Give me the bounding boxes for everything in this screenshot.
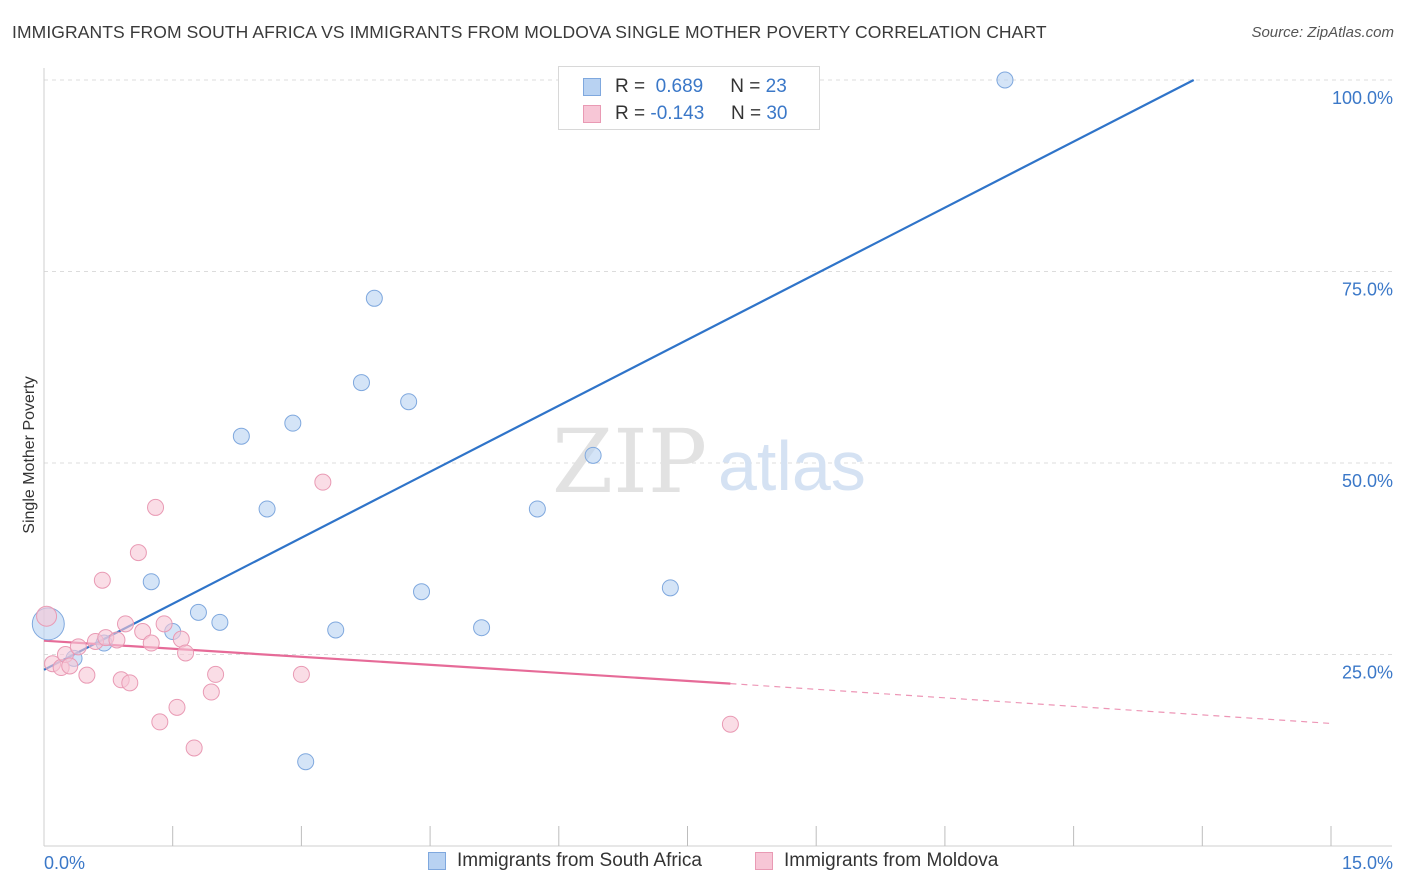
point-moldova: [147, 498, 165, 516]
point-moldova: [177, 644, 195, 662]
legend-item-south-africa: Immigrants from South Africa: [428, 850, 702, 872]
point-south-africa: [189, 603, 207, 621]
point-moldova: [117, 615, 135, 633]
point-moldova: [93, 571, 111, 589]
point-moldova: [292, 665, 310, 683]
point-moldova: [142, 634, 160, 652]
point-south-africa: [327, 621, 345, 639]
y-axis-label: Single Mother Poverty: [21, 376, 38, 533]
south-africa-r-value: 0.689: [655, 76, 704, 97]
tick-labels: 25.0% 50.0% 75.0% 100.0% 0.0% 15.0%: [44, 88, 1393, 873]
data-points: [31, 71, 1014, 771]
trend-extension-moldova: [730, 683, 1332, 725]
x-tick-label: 0.0%: [44, 853, 85, 873]
point-south-africa: [528, 500, 546, 518]
point-moldova: [69, 638, 87, 656]
point-south-africa: [297, 753, 315, 771]
watermark-atlas: atlas: [718, 427, 866, 505]
point-moldova: [108, 631, 126, 649]
legend-label-south-africa: Immigrants from South Africa: [457, 850, 702, 871]
y-tick-label: 100.0%: [1332, 88, 1393, 108]
watermark-zip: ZIP: [552, 410, 707, 513]
legend-swatch-south-africa: [428, 852, 446, 870]
point-moldova: [314, 473, 332, 491]
n-label: N =: [730, 103, 762, 124]
south-africa-swatch: [583, 78, 601, 96]
south-africa-n-value: 23: [765, 76, 787, 97]
point-south-africa: [232, 427, 250, 445]
moldova-n-value: 30: [766, 103, 788, 124]
x-tick-label: 15.0%: [1342, 853, 1393, 873]
y-tick-label: 25.0%: [1342, 663, 1393, 683]
point-south-africa: [365, 289, 383, 307]
y-tick-label: 75.0%: [1342, 280, 1393, 300]
point-south-africa: [352, 374, 370, 392]
watermark: ZIP atlas: [552, 410, 866, 513]
axes: [43, 68, 1392, 847]
stats-row-moldova: R = -0.143 N = 30: [583, 102, 787, 126]
point-moldova: [61, 657, 79, 675]
trend-lines: [43, 79, 1332, 725]
point-moldova: [121, 674, 139, 692]
point-south-africa: [284, 414, 302, 432]
point-moldova: [134, 623, 152, 641]
point-moldova: [78, 666, 96, 684]
point-moldova: [155, 615, 173, 633]
grid-lines: [44, 79, 1392, 655]
legend-swatch-moldova: [755, 852, 773, 870]
n-label: N =: [730, 76, 761, 97]
point-moldova: [185, 739, 203, 757]
stats-row-south-africa: R = 0.689 N = 23: [583, 75, 787, 99]
point-south-africa: [211, 613, 229, 631]
point-moldova: [151, 713, 169, 731]
trend-line-moldova: [43, 639, 731, 685]
point-moldova: [207, 665, 225, 683]
stats-legend: R = 0.689 N = 23 R = -0.143 N = 30: [558, 66, 820, 130]
chart-title: IMMIGRANTS FROM SOUTH AFRICA VS IMMIGRAN…: [12, 22, 1047, 42]
source-label: Source: ZipAtlas.com: [1251, 24, 1394, 41]
point-south-africa: [584, 446, 602, 464]
y-tick-label: 50.0%: [1342, 471, 1393, 491]
moldova-swatch: [583, 105, 601, 123]
point-south-africa: [661, 579, 679, 597]
r-label: R =: [615, 103, 646, 124]
point-south-africa: [413, 583, 431, 601]
point-moldova: [168, 698, 186, 716]
point-moldova: [721, 715, 739, 733]
legend-label-moldova: Immigrants from Moldova: [784, 850, 999, 871]
point-south-africa: [258, 500, 276, 518]
moldova-r-value: -0.143: [650, 103, 705, 124]
point-south-africa: [400, 393, 418, 411]
point-south-africa: [142, 573, 160, 591]
point-south-africa: [996, 71, 1014, 89]
trend-line-south-africa: [43, 79, 1195, 671]
point-moldova: [36, 605, 58, 627]
point-moldova: [202, 683, 220, 701]
r-label: R =: [615, 76, 646, 97]
point-south-africa: [473, 619, 491, 637]
point-moldova: [129, 544, 147, 562]
legend-item-moldova: Immigrants from Moldova: [755, 850, 998, 872]
